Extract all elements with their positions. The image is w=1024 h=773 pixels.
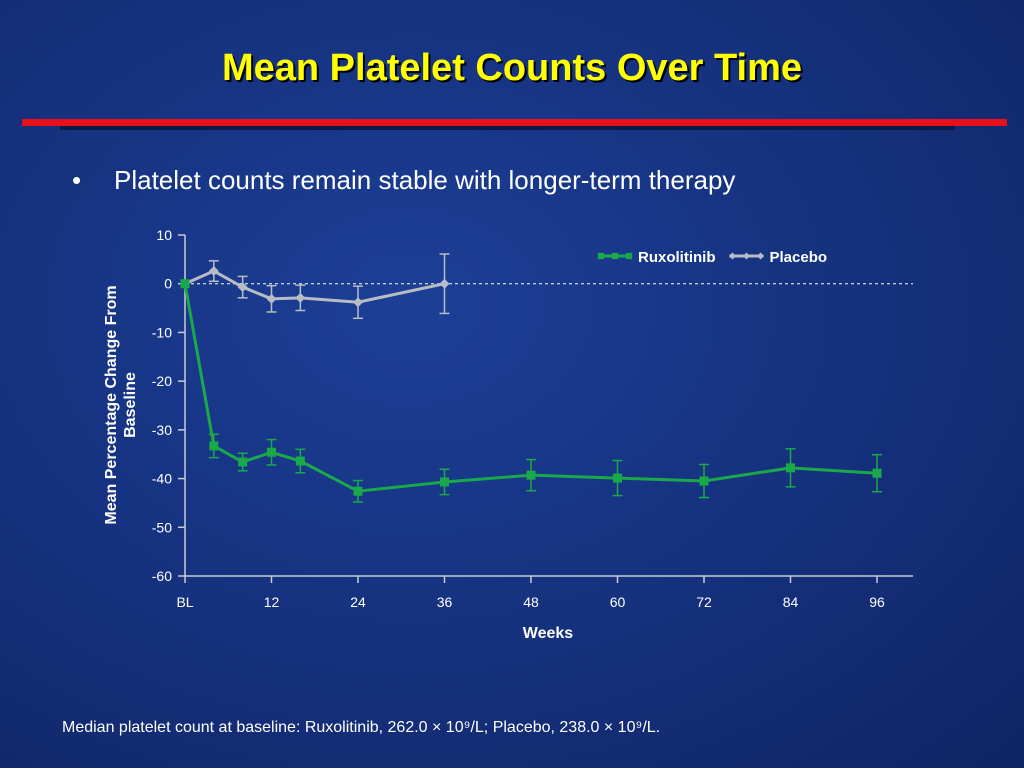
chart-title: Mean Platelet Counts Over Time [222, 47, 802, 89]
y-tick-label: -50 [152, 519, 172, 535]
point [526, 470, 536, 480]
y-tick-label: 0 [164, 276, 172, 292]
subtitle: Platelet counts remain stable with longe… [114, 165, 735, 195]
point [237, 282, 248, 293]
point [353, 486, 363, 496]
point [266, 293, 277, 304]
footnote: Median platelet count at baseline: Ruxol… [62, 719, 660, 736]
point [295, 292, 306, 303]
point [613, 473, 622, 483]
y-tick-label: -30 [152, 422, 172, 438]
series-line [183, 283, 878, 493]
point [180, 279, 190, 289]
point [267, 447, 276, 457]
legend-marker [743, 252, 750, 260]
legend-marker [597, 252, 605, 260]
y-axis-label-line: Baseline [122, 372, 139, 438]
bullet: • [72, 165, 81, 195]
point [786, 463, 795, 473]
y-tick-label: -40 [152, 471, 172, 487]
point [353, 297, 363, 308]
y-tick-label: 10 [156, 227, 172, 243]
x-tick-label: 24 [350, 594, 366, 610]
point [440, 477, 449, 487]
y-tick-label: -20 [152, 373, 172, 389]
x-tick-label: 48 [523, 594, 539, 610]
y-tick-label: -60 [152, 568, 172, 584]
point [238, 457, 248, 467]
y-axis-label-line: Mean Percentage Change From [103, 285, 120, 524]
x-tick-label: 72 [696, 594, 712, 610]
point [209, 441, 219, 451]
x-tick-label: 60 [610, 594, 626, 610]
series-line [184, 269, 445, 304]
x-tick-label: 96 [869, 594, 885, 610]
point [295, 456, 305, 466]
y-tick-label: -10 [152, 324, 172, 340]
point [699, 476, 709, 486]
x-tick-label: BL [176, 594, 193, 610]
title-rule [22, 119, 1007, 126]
legend-marker [611, 252, 619, 260]
x-axis-label: Weeks [523, 625, 574, 642]
point [208, 266, 219, 277]
point [872, 468, 882, 478]
legend-label: Ruxolitinib [638, 249, 716, 266]
x-tick-label: 12 [264, 594, 280, 610]
title-shadow: Mean Platelet Counts Over Time [224, 49, 804, 91]
legend-marker [625, 252, 633, 260]
legend-label: Placebo [770, 249, 828, 266]
legend-marker [757, 252, 764, 260]
x-tick-label: 84 [783, 594, 799, 610]
legend-marker [729, 252, 736, 260]
point [439, 278, 450, 289]
x-tick-label: 36 [437, 594, 453, 610]
y-axis-label: Mean Percentage Change From Baseline [103, 285, 139, 524]
